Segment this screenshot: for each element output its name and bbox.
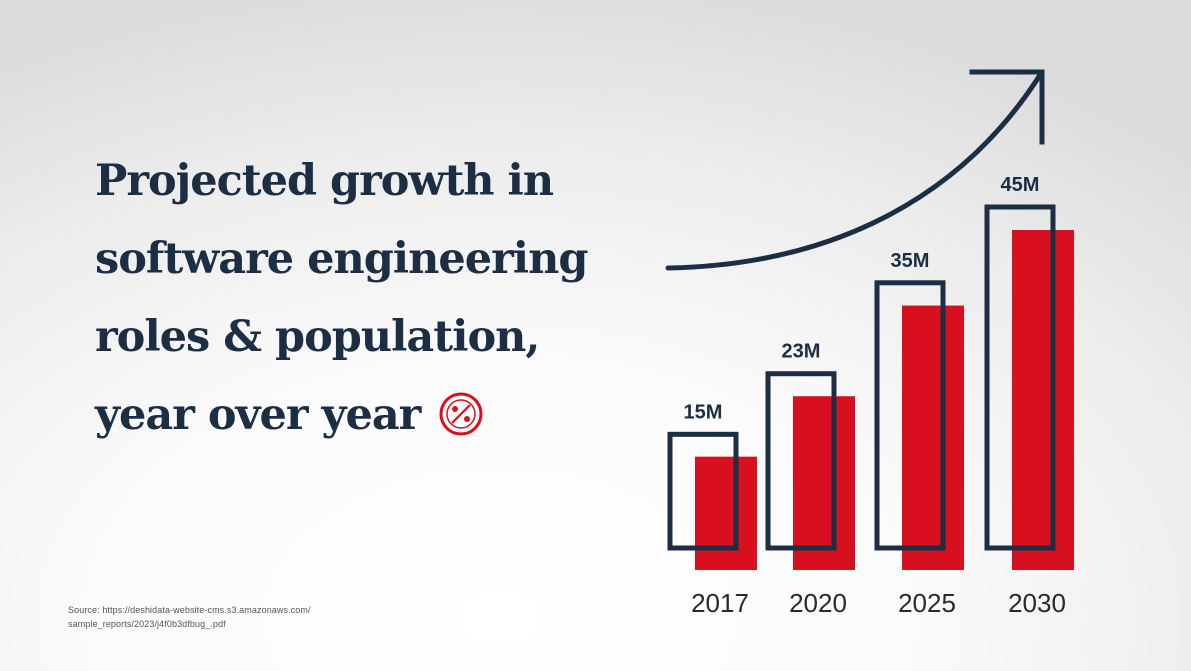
x-tick-label-2030: 2030 (1008, 588, 1066, 618)
data-label-2020: 23M (782, 341, 821, 363)
data-label-2025: 35M (891, 250, 930, 272)
chart-title: Projected growth in software engineering… (95, 142, 655, 454)
source-note: Source: https://deshidata-website-cms.s3… (68, 603, 311, 631)
x-tick-label-2025: 2025 (898, 588, 956, 618)
title-line: roles & population, (95, 312, 540, 362)
growth-arrow-icon (665, 72, 1043, 271)
bar-2030 (1012, 230, 1074, 570)
bar-outline-2020 (765, 371, 837, 551)
bar-2020 (793, 396, 855, 570)
title-line: software engineering (95, 234, 588, 284)
title-line-text: year over year (95, 390, 421, 440)
source-line: sample_reports/2023/j4f0b3dfbug_.pdf (68, 619, 226, 629)
bar-2017 (695, 456, 757, 570)
bar-2025 (902, 305, 964, 570)
source-line: Source: https://deshidata-website-cms.s3… (68, 605, 311, 615)
bar-outline-2030 (984, 204, 1056, 551)
title-line: Projected growth in (95, 156, 554, 206)
data-label-2017: 15M (684, 401, 723, 423)
x-tick-label-2020: 2020 (789, 588, 847, 618)
bar-outline-2025 (874, 280, 946, 551)
data-label-2030: 45M (1001, 174, 1040, 196)
bar-outline-2017 (667, 431, 739, 551)
x-tick-label-2017: 2017 (691, 588, 749, 618)
brand-logo-icon (439, 392, 483, 436)
bars-group: 15M 2017 23M 2020 35M 2025 45M 2030 (667, 174, 1074, 618)
growth-arrow-head-icon (969, 69, 1045, 145)
title-line-last: year over year (95, 376, 655, 454)
